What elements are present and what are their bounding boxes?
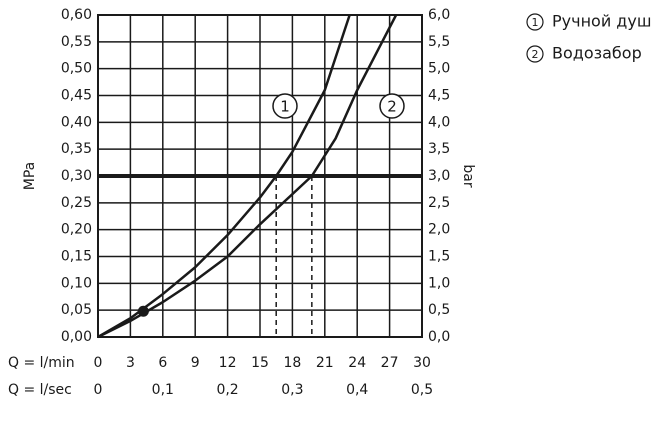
curve-label-circle [272, 93, 298, 119]
y2-tick-label: 1,0 [428, 275, 450, 291]
y2-tick-label: 4,5 [428, 88, 450, 104]
x-tick-label: 6 [158, 355, 167, 371]
x-tick-label: 3 [126, 355, 135, 371]
x2-tick-label: 0,3 [281, 382, 303, 398]
legend-circle [526, 13, 544, 31]
x-tick-label: 15 [251, 355, 269, 371]
x2-tick-label: 0,2 [216, 382, 238, 398]
x-tick-label: 9 [191, 355, 200, 371]
y2-tick-label: 2,0 [428, 222, 450, 238]
legend-label: Ручной душ [552, 12, 651, 31]
curve-label: 2 [387, 98, 397, 116]
y2-tick-label: 0,0 [428, 329, 450, 345]
data-point [137, 305, 149, 317]
x2-tick-label: 0,5 [411, 382, 433, 398]
x-tick-label: 24 [348, 355, 366, 371]
y-tick-label: 0,15 [61, 249, 92, 265]
y-tick-label: 0,30 [61, 168, 92, 184]
y-axis-label: MPa [22, 162, 38, 190]
y-tick-label: 0,55 [61, 34, 92, 50]
y-tick-label: 0,60 [61, 7, 92, 23]
y2-tick-label: 5,5 [428, 34, 450, 50]
x-axis-label: Q = l/min [8, 355, 75, 371]
y-tick-label: 0,50 [61, 61, 92, 77]
y2-tick-label: 2,5 [428, 195, 450, 211]
x-tick-label: 27 [381, 355, 399, 371]
y-tick-label: 0,00 [61, 329, 92, 345]
x2-axis-label: Q = l/sec [8, 382, 72, 398]
x-tick-label: 30 [413, 355, 431, 371]
y2-tick-label: 4,0 [428, 114, 450, 130]
x2-tick-label: 0,1 [152, 382, 174, 398]
curve-label-circle [379, 93, 405, 119]
y-tick-label: 0,05 [61, 302, 92, 318]
legend-number: 1 [532, 16, 539, 29]
y2-tick-label: 3,0 [428, 168, 450, 184]
x-tick-label: 0 [94, 355, 103, 371]
x-tick-label: 12 [219, 355, 237, 371]
series-line [97, 14, 351, 339]
x2-tick-label: 0,4 [346, 382, 368, 398]
y-tick-label: 0,35 [61, 141, 92, 157]
x2-tick-label: 0 [94, 382, 103, 398]
curve-label: 1 [280, 98, 290, 116]
legend-circle [526, 45, 544, 63]
y-tick-label: 0,45 [61, 88, 92, 104]
legend-label: Водозабор [552, 44, 642, 63]
legend-number: 2 [532, 48, 539, 61]
y-tick-label: 0,25 [61, 195, 92, 211]
y-tick-label: 0,10 [61, 275, 92, 291]
y-tick-label: 0,40 [61, 114, 92, 130]
y2-axis-label: bar [460, 164, 476, 187]
y2-tick-label: 3,5 [428, 141, 450, 157]
y2-tick-label: 6,0 [428, 7, 450, 23]
y2-tick-label: 1,5 [428, 249, 450, 265]
x-tick-label: 21 [316, 355, 334, 371]
x-tick-label: 18 [283, 355, 301, 371]
y2-tick-label: 0,5 [428, 302, 450, 318]
y2-tick-label: 5,0 [428, 61, 450, 77]
y-tick-label: 0,20 [61, 222, 92, 238]
